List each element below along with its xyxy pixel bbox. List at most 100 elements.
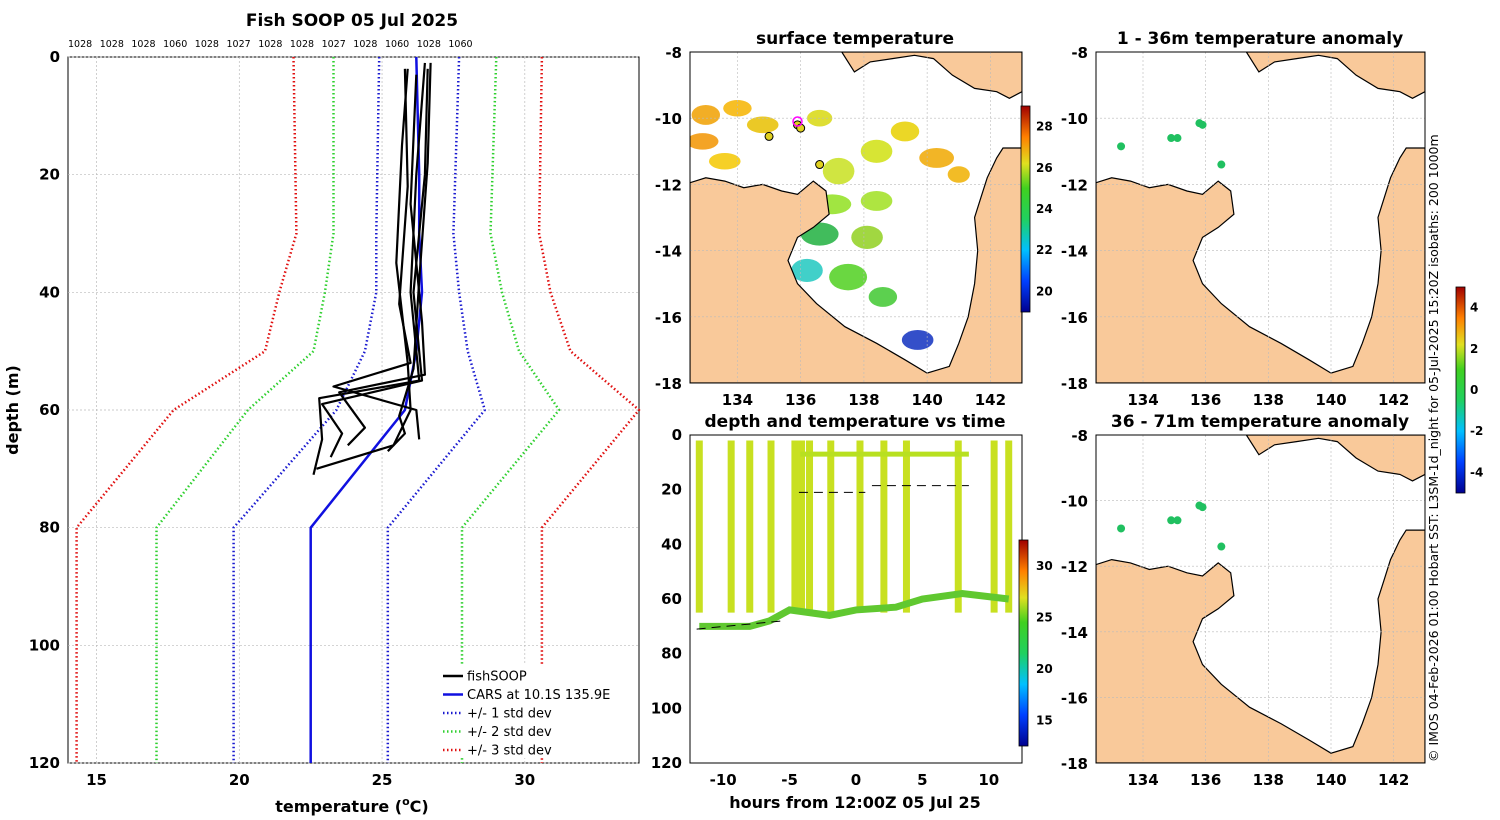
anom-cb-tick--4: -4 [1470, 465, 1483, 479]
profile-panel: Fish SOOP 05 Jul 2025 1028 1028 1028 1060 10… [3, 11, 641, 816]
map-lat-tick--12: -12 [655, 176, 682, 194]
time-ytick-0: 0 [672, 426, 682, 444]
legend-label-2: +/- 1 std dev [467, 707, 552, 722]
profile-xtick-30: 30 [514, 771, 535, 789]
anomaly-colorbar [1455, 286, 1466, 494]
time-xtick--5: -5 [781, 771, 798, 789]
time-colorbar-ticks: 30 25 20 15 [1036, 559, 1053, 728]
sst-patch [791, 258, 823, 283]
anomaly-map-1-ticks: 134 136 138 140 142 -8 -10 -12 -14 -16 -18 [1061, 44, 1409, 409]
sst-patch [690, 133, 719, 150]
profile-xlabel: temperature (oC) [275, 795, 428, 816]
series--3-std-dev-high- [537, 56, 641, 763]
map-lon-tick-134: 134 [1127, 391, 1158, 409]
sst-patch [898, 230, 931, 251]
time-ytick-60: 60 [661, 590, 682, 608]
series--1-std-dev-low- [232, 56, 381, 763]
sst-cb-tick-22: 22 [1036, 243, 1053, 257]
fishsoop-positions [764, 116, 825, 170]
anomaly-dot [1217, 160, 1226, 169]
time-cb-tick-20: 20 [1036, 662, 1053, 676]
time-xtick-10: 10 [978, 771, 999, 789]
anomaly-dot [1117, 142, 1126, 151]
sst-patch [708, 152, 741, 170]
map-lat-tick--18: -18 [1061, 375, 1088, 393]
anomaly-map-1-land [1096, 147, 1425, 383]
anom-cb-tick-2: 2 [1470, 342, 1478, 356]
anomaly-map-1-grid [1096, 52, 1425, 383]
sst-map-land-north [841, 52, 1022, 99]
sst-patch [947, 166, 970, 183]
series-fishsoop-profile-2 [321, 68, 429, 458]
map-lat-tick--16: -16 [1061, 309, 1088, 327]
time-xtick-5: 5 [917, 771, 927, 789]
time-cb-tick-15: 15 [1036, 713, 1053, 727]
series-fishsoop-profile-6 [332, 68, 421, 440]
credit-text: © IMOS 04-Feb-2026 01:00 Hobart SST: L3S… [1426, 134, 1441, 762]
map-lat-tick--14: -14 [655, 243, 682, 261]
map-lon-tick-134: 134 [722, 391, 753, 409]
sst-patch [868, 287, 898, 307]
map-lon-tick-142: 142 [975, 391, 1006, 409]
map-lat-tick--8: -8 [1071, 44, 1088, 62]
map-lat-tick--14: -14 [1061, 624, 1088, 642]
time-xtick-0: 0 [851, 771, 861, 789]
profile-xtick-25: 25 [372, 771, 393, 789]
map-lat-tick--18: -18 [1061, 755, 1088, 773]
map-lat-tick--8: -8 [1071, 427, 1088, 445]
anomaly-map-2-title: 36 - 71m temperature anomaly [1111, 412, 1409, 432]
anomaly-map-2-land [1096, 529, 1425, 763]
time-ytick-20: 20 [661, 481, 682, 499]
sst-map-land [690, 147, 1022, 383]
time-xtick--10: -10 [710, 771, 737, 789]
series-fishsoop-profile-5 [387, 62, 432, 452]
time-plot-title: depth and temperature vs time [705, 412, 1006, 432]
anomaly-map-2-ticks: 134 136 138 140 142 -8 -10 -12 -14 -16 -18 [1061, 427, 1409, 789]
anomaly-map-2-dots [1117, 501, 1226, 551]
profile-ytick-60: 60 [39, 401, 60, 419]
map-lon-tick-136: 136 [785, 391, 816, 409]
sst-map-ticks: 134 136 138 140 142 -8 -10 -12 -14 -16 -18 [655, 44, 1006, 409]
sst-cb-tick-28: 28 [1036, 120, 1053, 134]
map-lon-tick-142: 142 [1378, 771, 1409, 789]
profile-legend: fishSOOP CARS at 10.1S 135.9E +/- 1 std de… [438, 664, 634, 759]
legend-label-4: +/- 3 std dev [467, 744, 552, 759]
profile-lines [75, 56, 641, 763]
profile-title: Fish SOOP 05 Jul 2025 [246, 11, 458, 31]
map-lon-tick-138: 138 [848, 391, 879, 409]
anomaly-dot [1173, 516, 1182, 525]
map-lat-tick--16: -16 [1061, 689, 1088, 707]
anomaly-dot [1173, 134, 1182, 143]
map-lon-tick-138: 138 [1253, 771, 1284, 789]
sst-patch [860, 191, 893, 211]
profile-top-label: 1028 [131, 39, 155, 50]
legend-label-1: CARS at 10.1S 135.9E [467, 688, 610, 703]
time-plot-axes [689, 434, 1023, 764]
anomaly-dot [1198, 120, 1207, 129]
profile-top-label: 1060 [163, 39, 187, 50]
map-lat-tick--16: -16 [655, 309, 682, 327]
time-bottom-trace [699, 590, 1010, 630]
time-plot-xlabel: hours from 12:00Z 05 Jul 25 [729, 793, 980, 812]
map-lat-tick--12: -12 [1061, 176, 1088, 194]
anomaly-colorbar-ticks: 4 2 0 -2 -4 [1470, 301, 1483, 480]
time-plot-traces [695, 440, 1013, 630]
profile-top-label: 1028 [258, 39, 282, 50]
sst-cb-tick-20: 20 [1036, 284, 1053, 298]
map-lon-tick-138: 138 [1253, 391, 1284, 409]
map-lat-tick--12: -12 [1061, 558, 1088, 576]
sst-patch [851, 225, 883, 249]
fishsoop-position-dot [815, 160, 825, 170]
anomaly-dot [1117, 524, 1126, 533]
time-ytick-80: 80 [661, 645, 682, 663]
profile-ytick-80: 80 [39, 519, 60, 537]
profile-top-label: 1028 [417, 39, 441, 50]
series--3-std-dev-low- [75, 56, 298, 763]
profile-ytick-40: 40 [39, 283, 60, 301]
map-lon-tick-136: 136 [1190, 391, 1221, 409]
sst-patch [890, 121, 920, 142]
anomaly-dot [1167, 516, 1176, 525]
map-lon-tick-140: 140 [911, 391, 942, 409]
time-cb-tick-25: 25 [1036, 610, 1053, 624]
